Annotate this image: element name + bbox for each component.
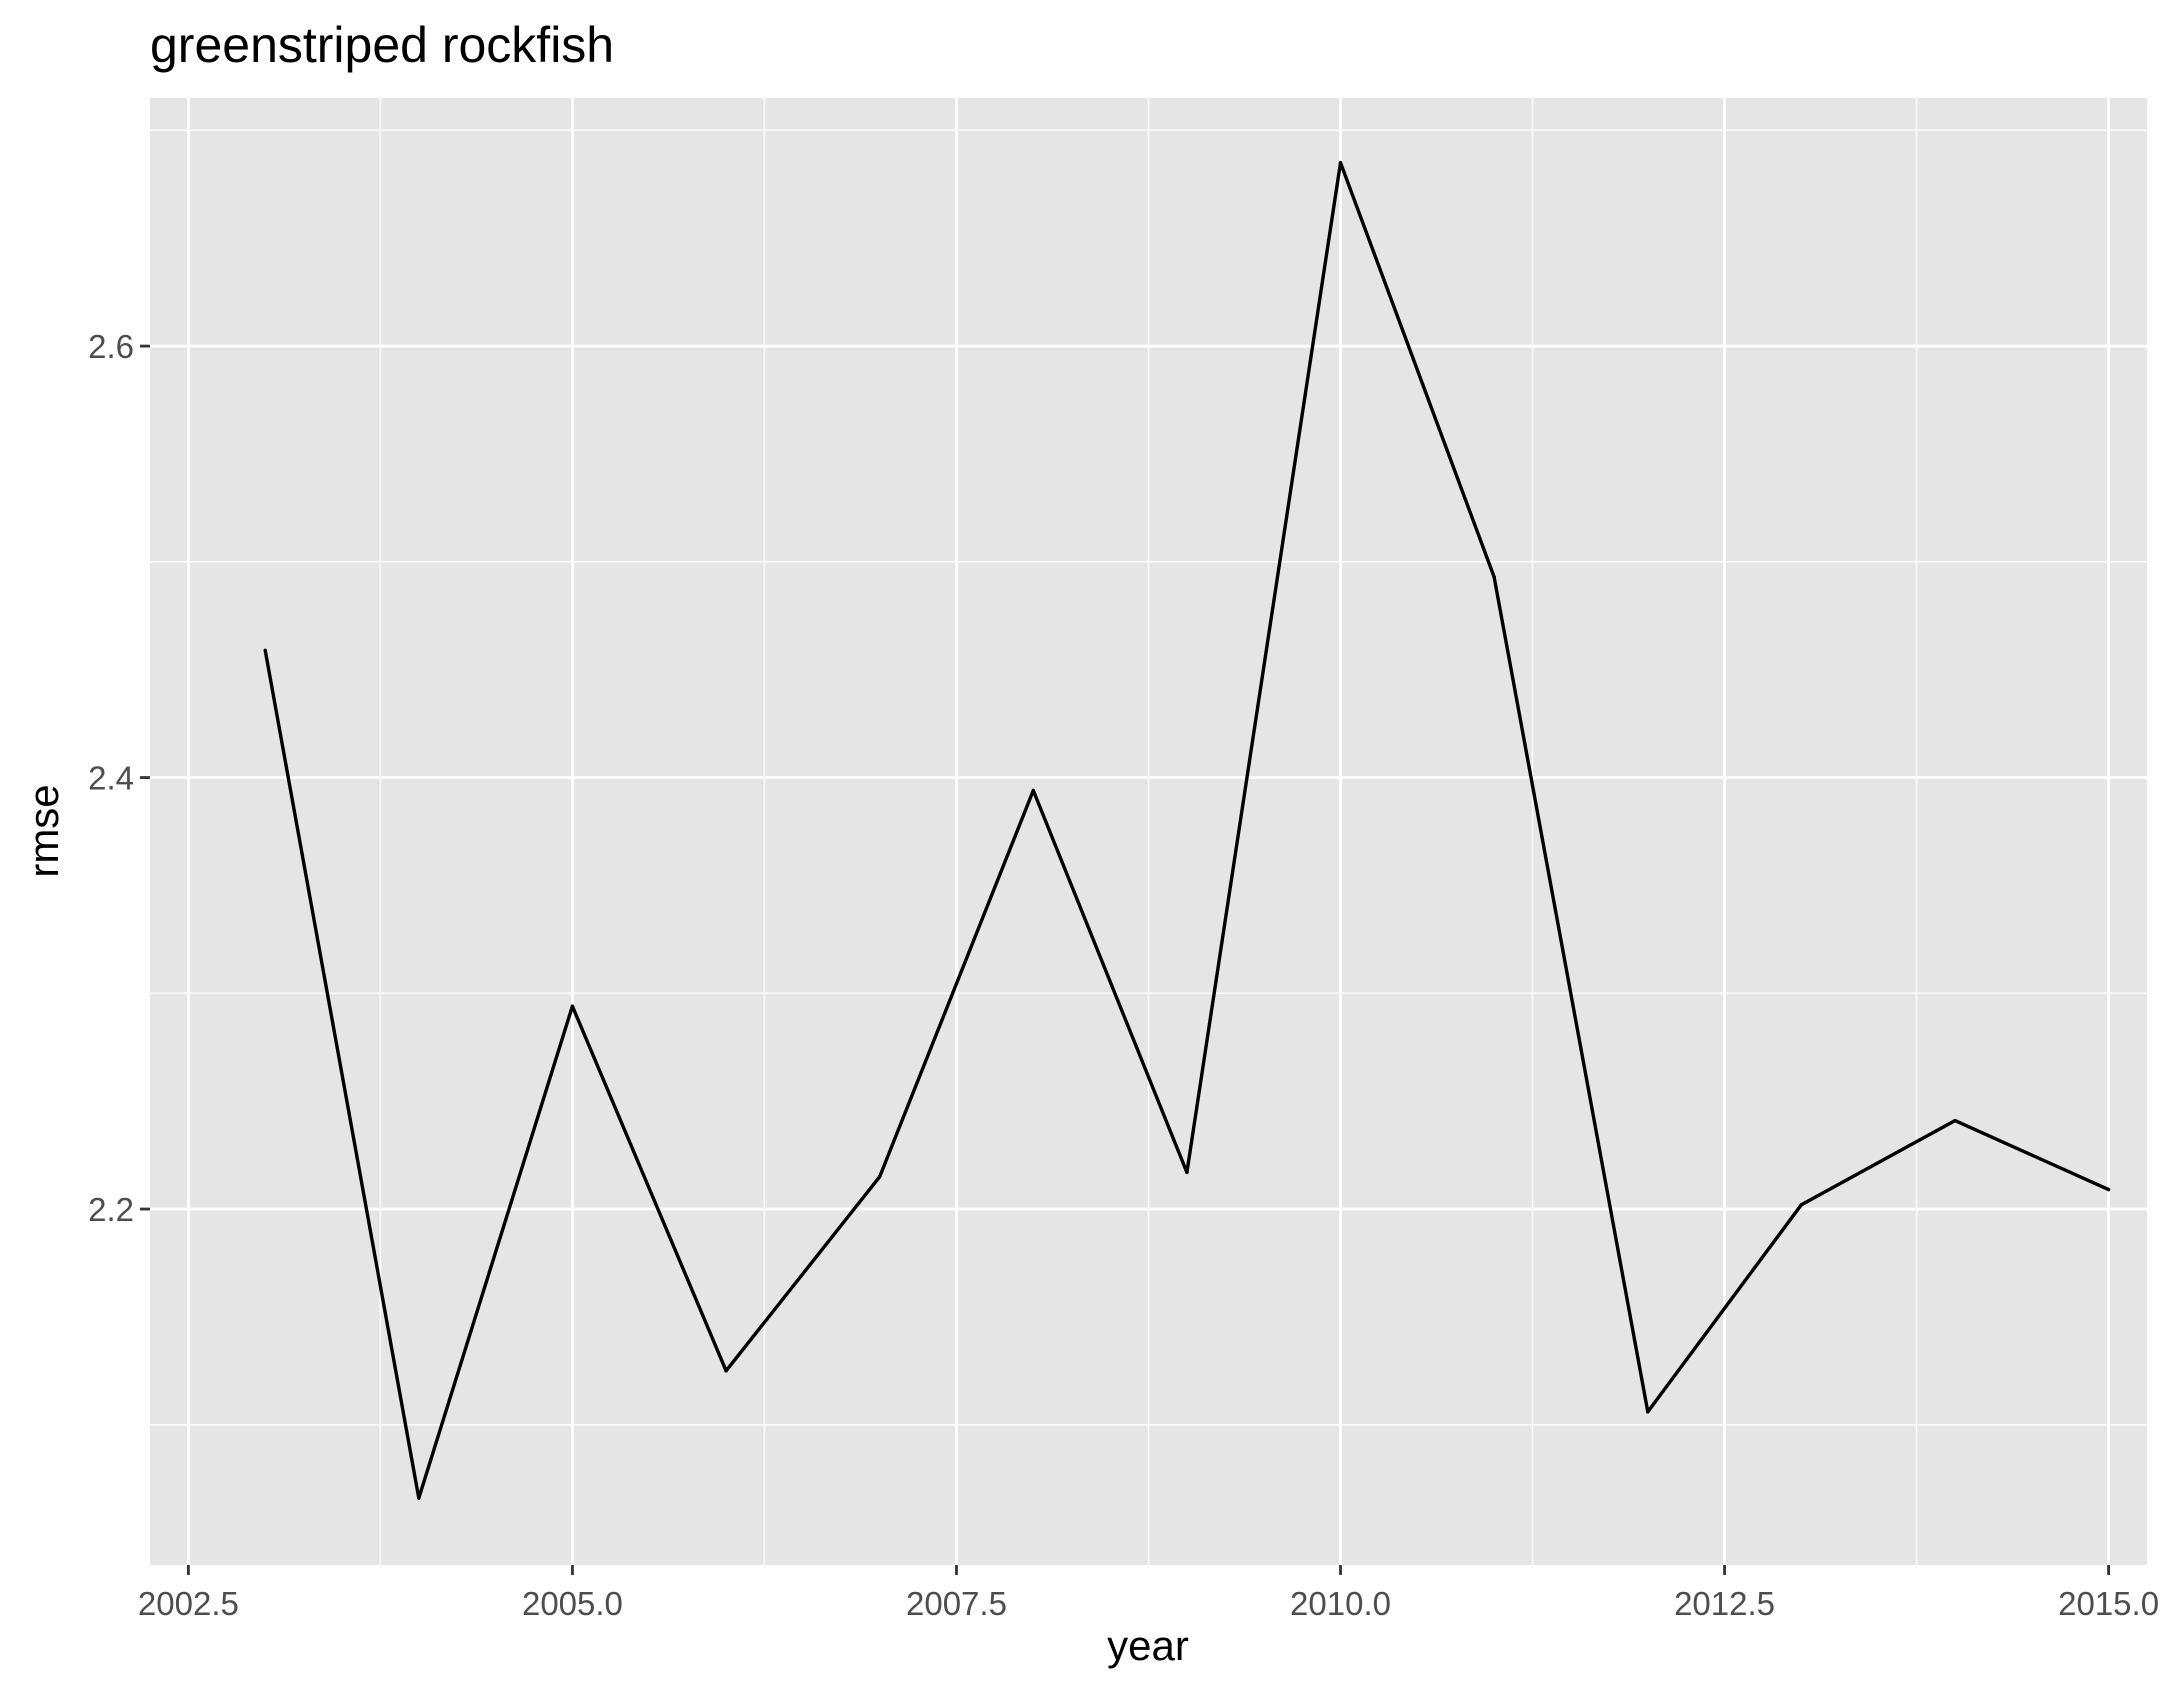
data-point <box>1185 1170 1189 1175</box>
chart-title: greenstriped rockfish <box>150 17 614 73</box>
data-point <box>1799 1203 1804 1207</box>
major-gridlines <box>150 98 2147 1565</box>
data-point <box>570 1004 575 1008</box>
data-point <box>1338 161 1343 165</box>
y-tick-label: 2.6 <box>88 328 134 365</box>
data-point <box>2106 1187 2111 1192</box>
data-point <box>1492 575 1496 579</box>
data-point <box>1646 1410 1650 1414</box>
x-tick-label: 2002.5 <box>138 1585 239 1622</box>
x-tick-label: 2010.0 <box>1290 1585 1391 1622</box>
x-tick-label: 2012.5 <box>1674 1585 1775 1622</box>
y-tick-label: 2.2 <box>88 1191 134 1228</box>
data-point <box>724 1369 728 1373</box>
y-tick-label: 2.4 <box>88 760 134 797</box>
data-point <box>1953 1118 1957 1123</box>
x-tick-label: 2015.0 <box>2058 1585 2159 1622</box>
y-axis: 2.2 2.4 2.6 <box>88 328 150 1228</box>
data-point <box>417 1496 421 1500</box>
y-axis-title: rmse <box>20 784 67 877</box>
x-axis: 2002.5 2005.0 2007.5 2010.0 2012.5 2015.0 <box>138 1565 2159 1622</box>
data-point <box>263 648 267 652</box>
x-axis-title: year <box>1107 1622 1189 1669</box>
minor-gridlines <box>150 98 2147 1565</box>
data-point <box>1031 788 1035 793</box>
x-tick-label: 2007.5 <box>906 1585 1007 1622</box>
data-point <box>877 1174 882 1179</box>
x-tick-label: 2005.0 <box>522 1585 623 1622</box>
series-layer <box>263 160 2111 1500</box>
